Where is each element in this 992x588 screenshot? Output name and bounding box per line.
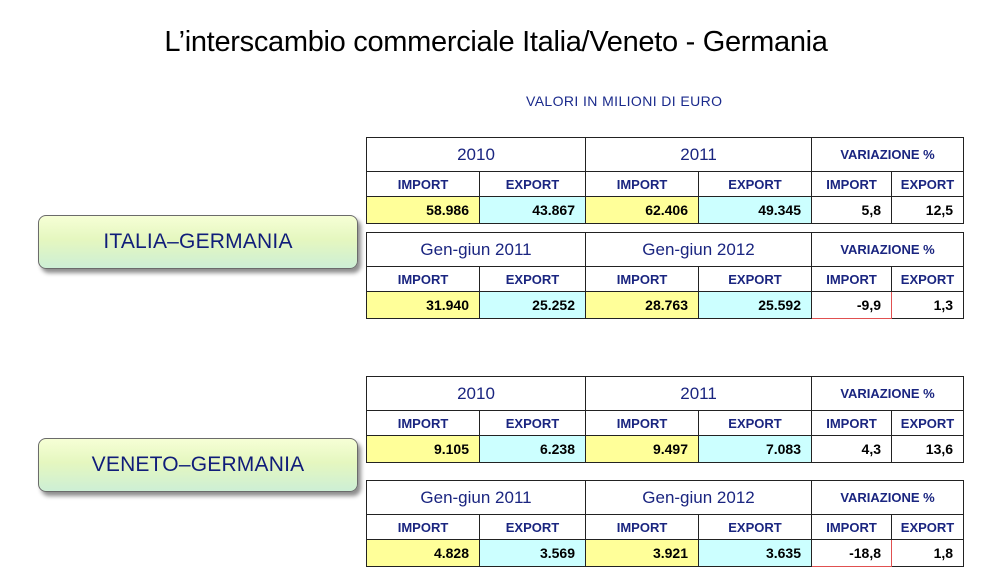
veneto-germania-label: VENETO–GERMANIA — [38, 438, 358, 492]
period-1-header: Gen-giun 2011 — [366, 232, 586, 267]
variation-header: VARIAZIONE % — [811, 480, 965, 515]
trade-table-veneto-half-year: Gen-giun 2011 Gen-giun 2012 VARIAZIONE % IM… — [366, 480, 965, 567]
units-subtitle: VALORI IN MILIONI DI EURO — [526, 93, 723, 109]
var-import-col-label: IMPORT — [811, 514, 893, 540]
p2-export-value: 3.635 — [697, 539, 813, 567]
p2-import-value: 28.763 — [585, 291, 699, 319]
p2-export-value: 49.345 — [698, 196, 813, 224]
variation-header: VARIAZIONE % — [811, 137, 965, 172]
italia-germania-label: ITALIA–GERMANIA — [38, 215, 358, 269]
p2-import-col-label: IMPORT — [585, 514, 699, 540]
page-title: L’interscambio commerciale Italia/Veneto… — [164, 26, 828, 58]
period-2-header: 2011 — [585, 376, 813, 411]
p2-import-col-label: IMPORT — [585, 410, 700, 436]
period-2-header: Gen-giun 2012 — [584, 480, 813, 515]
p1-export-col-label: EXPORT — [478, 171, 587, 197]
var-import-value: -18,8 — [811, 539, 893, 567]
p2-import-value: 3.921 — [585, 539, 699, 567]
period-1-header: 2010 — [365, 376, 587, 411]
p1-import-col-label: IMPORT — [366, 171, 480, 197]
p1-export-col-label: EXPORT — [479, 514, 586, 540]
var-import-value: -9,9 — [811, 291, 893, 319]
trade-table-italia-annual: 2010 2011 VARIAZIONE % IMPORT EXPORT IMPORT EX… — [365, 137, 965, 224]
var-export-value: 1,8 — [891, 539, 965, 567]
variation-header: VARIAZIONE % — [811, 376, 965, 411]
variation-header: VARIAZIONE % — [811, 232, 965, 267]
period-1-header: Gen-giun 2011 — [366, 480, 586, 515]
p1-import-col-label: IMPORT — [366, 410, 480, 436]
p2-import-col-label: IMPORT — [585, 266, 699, 292]
p1-export-col-label: EXPORT — [479, 266, 586, 292]
p2-export-value: 7.083 — [698, 435, 813, 463]
p1-export-value: 3.569 — [479, 539, 586, 567]
p2-export-col-label: EXPORT — [697, 514, 813, 540]
p1-export-value: 43.867 — [478, 196, 587, 224]
var-import-col-label: IMPORT — [811, 410, 893, 436]
p1-import-value: 58.986 — [366, 196, 480, 224]
p1-export-value: 25.252 — [479, 291, 586, 319]
p2-export-col-label: EXPORT — [698, 410, 813, 436]
trade-table-veneto-annual: 2010 2011 VARIAZIONE % IMPORT EXPORT IMPORT EX… — [365, 376, 965, 463]
p1-import-value: 4.828 — [366, 539, 480, 567]
p1-import-col-label: IMPORT — [366, 514, 480, 540]
p2-export-value: 25.592 — [697, 291, 813, 319]
var-export-col-label: EXPORT — [891, 171, 965, 197]
var-import-value: 4,3 — [811, 435, 893, 463]
p1-export-value: 6.238 — [478, 435, 587, 463]
p2-import-col-label: IMPORT — [585, 171, 700, 197]
p2-import-value: 62.406 — [585, 196, 700, 224]
var-export-col-label: EXPORT — [891, 266, 965, 292]
period-2-header: Gen-giun 2012 — [584, 232, 813, 267]
p1-export-col-label: EXPORT — [478, 410, 587, 436]
var-export-col-label: EXPORT — [891, 514, 965, 540]
period-1-header: 2010 — [365, 137, 587, 172]
var-import-col-label: IMPORT — [811, 171, 893, 197]
period-2-header: 2011 — [585, 137, 813, 172]
var-export-value: 12,5 — [891, 196, 965, 224]
var-import-value: 5,8 — [811, 196, 893, 224]
var-export-value: 13,6 — [891, 435, 965, 463]
p1-import-value: 9.105 — [366, 435, 480, 463]
p2-export-col-label: EXPORT — [697, 266, 813, 292]
var-import-col-label: IMPORT — [811, 266, 893, 292]
p2-export-col-label: EXPORT — [698, 171, 813, 197]
p1-import-col-label: IMPORT — [366, 266, 480, 292]
trade-table-italia-half-year: Gen-giun 2011 Gen-giun 2012 VARIAZIONE % IM… — [366, 232, 965, 319]
p2-import-value: 9.497 — [585, 435, 700, 463]
var-export-value: 1,3 — [891, 291, 965, 319]
p1-import-value: 31.940 — [366, 291, 480, 319]
var-export-col-label: EXPORT — [891, 410, 965, 436]
